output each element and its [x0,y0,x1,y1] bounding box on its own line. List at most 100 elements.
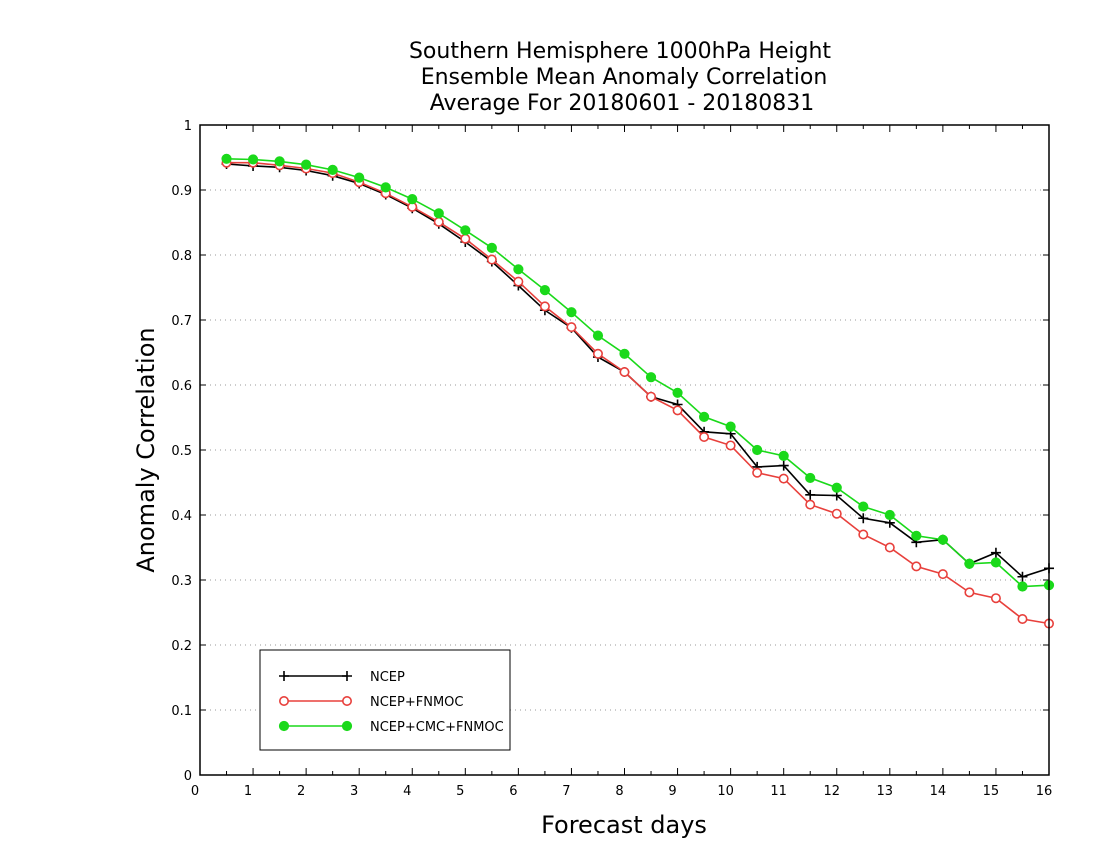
x-tick-label: 1 [244,784,252,799]
x-tick-label: 13 [877,784,894,799]
y-tick-label: 0.5 [171,444,192,459]
data-point [698,411,710,422]
x-axis-ticks: 0 1 2 3 4 5 6 7 8 9 10 11 12 13 14 15 16 [191,125,1052,799]
data-point [911,530,922,541]
data-point [619,348,630,359]
data-point [752,444,763,456]
series-group [221,153,1055,629]
y-axis-ticks: 0 0.1 0.2 0.3 0.4 0.5 0.6 0.7 0.8 0.9 1 [171,119,1049,784]
title-line-3: Average For 20180601 - 20180831 [430,91,815,116]
data-point [884,509,895,521]
data-point [274,156,285,167]
legend-entry: NCEP+CMC+FNMOC [278,720,504,735]
y-tick-label: 0.9 [171,184,192,199]
data-point [380,182,391,193]
series-line [226,158,1050,588]
data-point [486,242,497,253]
series-line [226,161,1050,625]
data-point [937,569,948,580]
data-point [433,208,444,219]
y-tick-label: 0.1 [171,704,192,719]
data-point [1017,613,1028,624]
x-tick-label: 5 [456,784,464,799]
data-point [460,233,471,244]
plot-frame [199,124,1050,776]
series-2 [221,153,1055,592]
data-point [725,440,736,451]
data-point [460,225,471,236]
data-point [278,695,289,706]
grid-lines [200,189,1049,711]
data-point [858,529,869,540]
data-point [247,154,259,165]
data-point [619,366,630,377]
x-tick-label: 4 [403,784,411,799]
legend: NCEP NCEP+FNMOC NCEP+CMC+FNMOC [259,649,511,751]
data-point [990,547,1001,558]
x-tick-label: 12 [823,784,840,799]
y-tick-label: 1 [184,119,192,134]
data-point [486,254,497,265]
data-point [539,285,551,296]
data-point [778,473,789,484]
data-point [990,593,1001,604]
legend-label: NCEP+CMC+FNMOC [370,720,504,735]
x-tick-label: 2 [297,784,305,799]
series-1 [221,157,1055,629]
data-point [805,489,816,500]
data-point [327,164,338,175]
x-tick-label: 3 [350,784,358,799]
series-0 [221,159,1054,582]
x-axis-label: Forecast days [541,811,707,839]
data-point [592,348,603,359]
data-point [566,322,577,333]
chart-title: Southern Hemisphere 1000hPa Height Ensem… [409,39,831,116]
y-axis-label: Anomaly Correlation [132,327,160,572]
data-point [354,172,365,183]
data-point [831,508,842,519]
data-point [592,330,604,341]
data-point [341,720,353,732]
data-point [672,387,683,398]
data-point [539,301,550,312]
data-point [858,513,869,524]
x-tick-label: 0 [191,784,199,799]
data-point [778,450,789,461]
data-point [911,561,922,572]
data-point [278,720,290,732]
legend-box [259,649,511,751]
data-point [805,499,816,510]
x-tick-label: 15 [983,784,1000,799]
data-point [884,542,895,553]
x-tick-label: 8 [615,784,623,799]
data-point [937,534,948,545]
legend-label: NCEP [370,670,405,685]
legend-entry: NCEP+FNMOC [278,695,463,710]
data-point [672,405,683,416]
data-point [725,421,736,432]
data-point [778,460,789,471]
data-point [279,671,289,681]
data-point [831,482,842,493]
data-point [513,264,524,275]
y-tick-label: 0 [184,769,192,784]
y-tick-label: 0.3 [171,574,192,589]
x-tick-label: 14 [930,784,947,799]
legend-entry: NCEP [279,670,405,685]
data-point [646,391,657,402]
x-tick-label: 16 [1036,784,1053,799]
title-line-2: Ensemble Mean Anomaly Correlation [421,65,828,90]
legend-label: NCEP+FNMOC [370,695,463,710]
title-line-1: Southern Hemisphere 1000hPa Height [409,39,831,64]
y-tick-label: 0.2 [171,639,192,654]
y-tick-label: 0.6 [171,379,192,394]
data-point [341,695,352,706]
data-point [566,307,577,318]
x-tick-label: 7 [562,784,570,799]
data-point [301,159,312,170]
data-point [407,194,418,205]
data-point [513,276,524,287]
data-point [1017,571,1028,582]
x-tick-label: 6 [509,784,517,799]
x-tick-label: 11 [770,784,787,799]
